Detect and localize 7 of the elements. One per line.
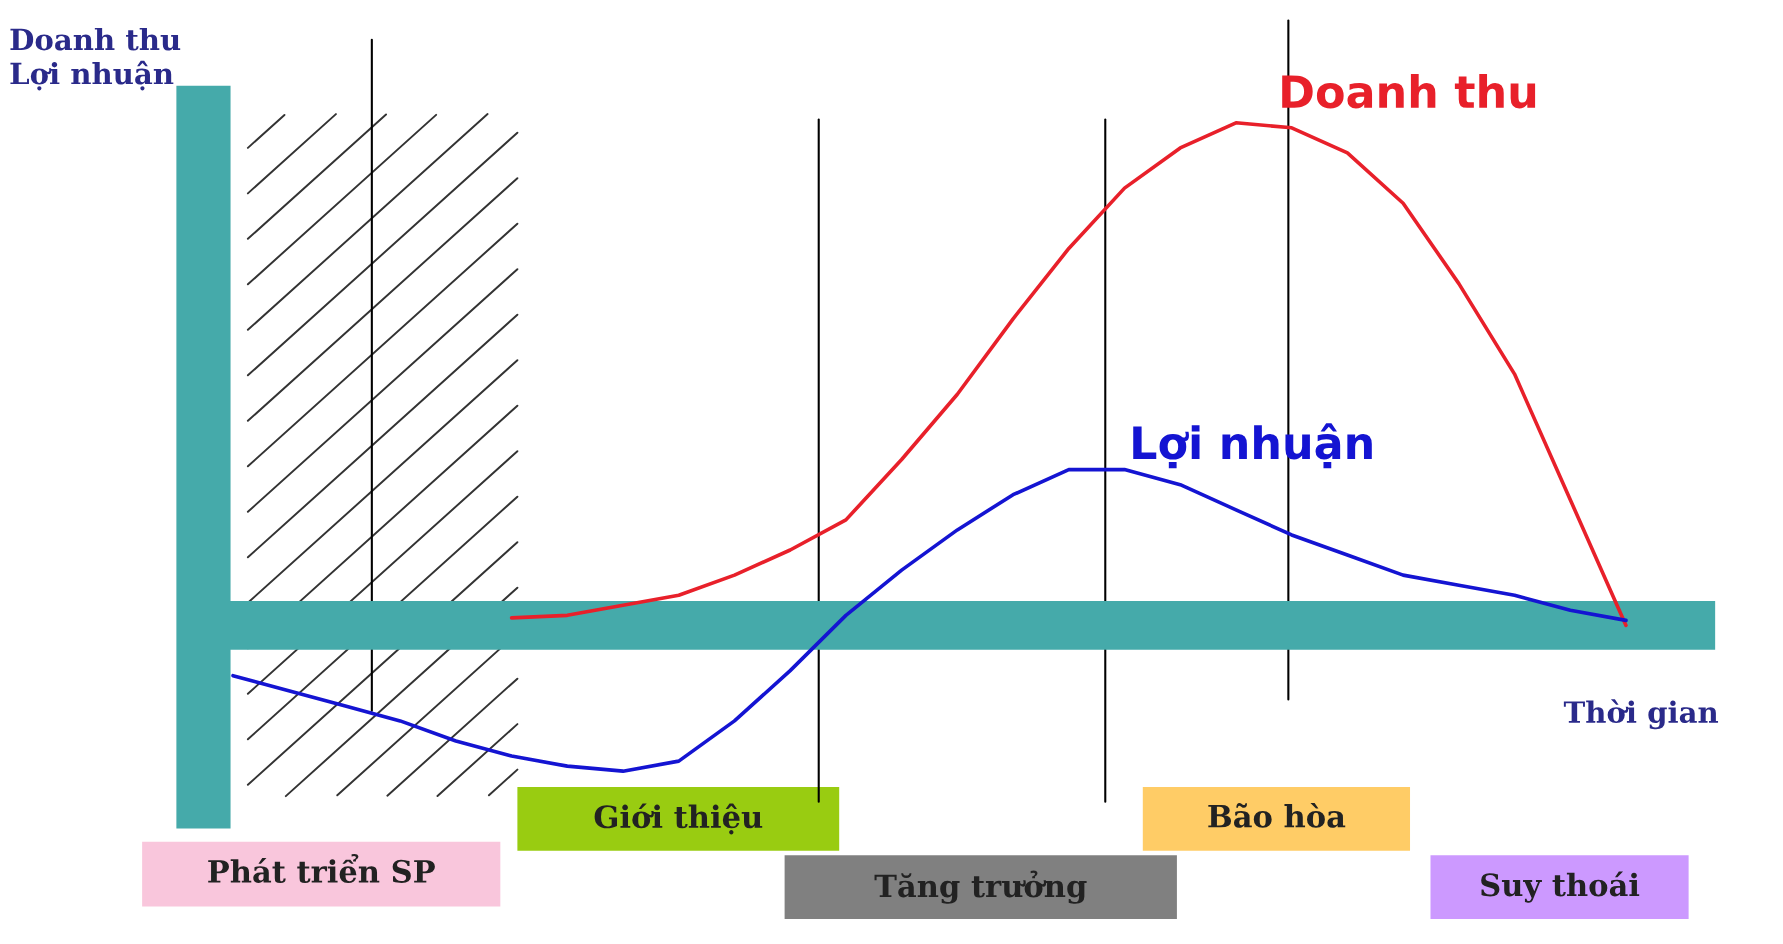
text: Phát triển SP <box>208 853 435 883</box>
y-axis-title: Doanh thu Lợi nhuận <box>10 27 181 91</box>
text: Giới thiệu <box>594 803 763 835</box>
x-axis-title: Thời gian <box>1563 699 1719 730</box>
text: Bão hòa <box>1208 802 1346 828</box>
text: Tăng trưởng <box>874 870 1087 904</box>
text: Suy thoái <box>1481 871 1640 903</box>
